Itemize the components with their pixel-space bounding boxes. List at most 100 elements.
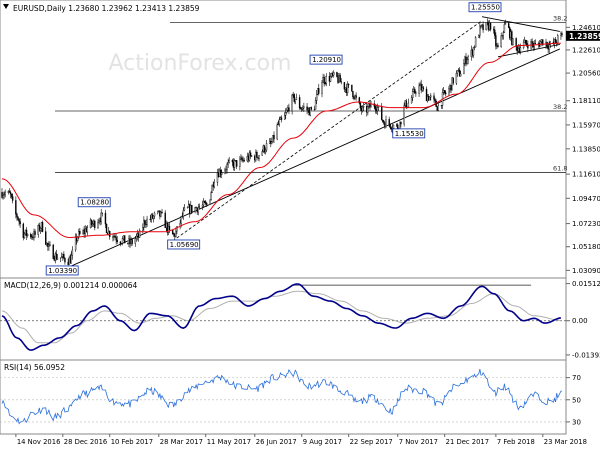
candle-body — [71, 249, 74, 256]
candle-body — [493, 29, 495, 31]
price-tick-label: 1.18110 — [572, 97, 600, 105]
candle-body — [52, 244, 54, 259]
candle-body — [376, 107, 379, 112]
candle-body — [165, 222, 167, 228]
candle-body — [201, 204, 204, 207]
candle-body — [171, 229, 174, 235]
candle-body — [202, 201, 205, 206]
candle-body — [449, 85, 451, 89]
candle-body — [471, 49, 474, 56]
candle-body — [39, 228, 42, 231]
candle-body — [1, 192, 3, 198]
candle-body — [46, 242, 48, 245]
candle-body — [276, 124, 278, 140]
price-label-box — [45, 265, 79, 276]
candle-body — [49, 244, 51, 246]
price-label-box — [309, 54, 343, 65]
price-tick-label: 1.03090 — [572, 267, 600, 275]
candle-body — [159, 210, 161, 217]
candle-body — [415, 92, 417, 94]
candle-body — [271, 141, 273, 144]
price-label: 1.05690 — [170, 241, 199, 249]
candle-body — [261, 151, 263, 156]
candle-body — [313, 109, 316, 111]
candle-body — [91, 223, 94, 225]
candle-body — [264, 149, 267, 153]
macd-tick-label: 0.01512 — [572, 280, 600, 288]
candle-body — [531, 41, 533, 45]
candle-body — [249, 152, 252, 157]
candle-body — [22, 223, 25, 239]
price-tick-label: 1.09470 — [572, 195, 600, 203]
candle-body — [456, 70, 459, 74]
candle-body — [15, 200, 17, 215]
candle-body — [265, 143, 268, 151]
candle-body — [485, 22, 487, 31]
candle-body — [59, 257, 62, 259]
moving-average — [1, 42, 561, 239]
candle-body — [41, 222, 44, 232]
candle-body — [45, 231, 47, 245]
price-label-box — [468, 2, 502, 13]
candle-body — [547, 46, 549, 50]
candle-body — [227, 162, 229, 165]
x-tick-label: 10 Feb 2017 — [111, 438, 153, 446]
x-tick-label: 7 Feb 2018 — [497, 438, 535, 446]
candle-body — [246, 155, 249, 162]
x-tick-label: 28 Dec 2016 — [64, 438, 107, 446]
x-tick-label: 23 Mar 2018 — [544, 438, 587, 446]
candle-body — [331, 73, 334, 76]
candle-body — [93, 220, 95, 224]
candle-body — [425, 88, 428, 102]
candle-body — [122, 235, 125, 239]
price-label-box — [167, 239, 201, 250]
candle-body — [40, 222, 43, 229]
candle-body — [403, 105, 405, 125]
candle-body — [256, 152, 258, 158]
candle-body — [389, 123, 391, 128]
price-tick-label: 1.24610 — [572, 24, 600, 32]
candle-body — [17, 216, 19, 220]
candle-body — [329, 76, 332, 82]
candle-body — [502, 32, 505, 36]
candle-body — [395, 124, 398, 126]
candle-body — [69, 257, 71, 264]
candle-body — [231, 159, 234, 163]
candle-body — [119, 241, 122, 244]
candle-body — [250, 155, 253, 157]
candle-body — [302, 107, 304, 110]
candle-body — [518, 48, 521, 52]
candle-body — [419, 83, 421, 87]
candle-body — [340, 81, 342, 83]
candle-body — [142, 227, 144, 231]
candle-body — [248, 152, 251, 161]
candle-body — [189, 204, 191, 214]
candle-body — [31, 236, 33, 238]
candle-body — [307, 108, 309, 111]
candle-body — [86, 227, 89, 233]
price-labels: 1.25550 1.20910 1.08280 1.05690 1.15530 1.033… — [45, 2, 502, 276]
candle-body — [283, 115, 286, 120]
candle-body — [158, 210, 160, 212]
candle-body — [130, 239, 132, 244]
candle-body — [9, 192, 12, 195]
candle-body — [143, 220, 145, 228]
candle-body — [377, 106, 380, 108]
candle-body — [11, 196, 14, 201]
candle-body — [197, 207, 199, 213]
candle-body — [144, 220, 146, 225]
candle-body — [176, 226, 178, 232]
candle-body — [459, 73, 462, 77]
candle-body — [392, 124, 395, 129]
candle-body — [374, 106, 377, 110]
candle-body — [390, 127, 393, 130]
candle-body — [206, 203, 208, 205]
candle-body — [7, 191, 10, 193]
candle-body — [67, 261, 69, 265]
candle-body — [83, 230, 85, 234]
price-axis: 1.24610 1.22610 1.20560 1.18110 1.15970 1.138… — [566, 24, 600, 275]
candle-body — [317, 88, 319, 95]
candle-body — [195, 207, 197, 209]
candle-body — [112, 236, 114, 238]
